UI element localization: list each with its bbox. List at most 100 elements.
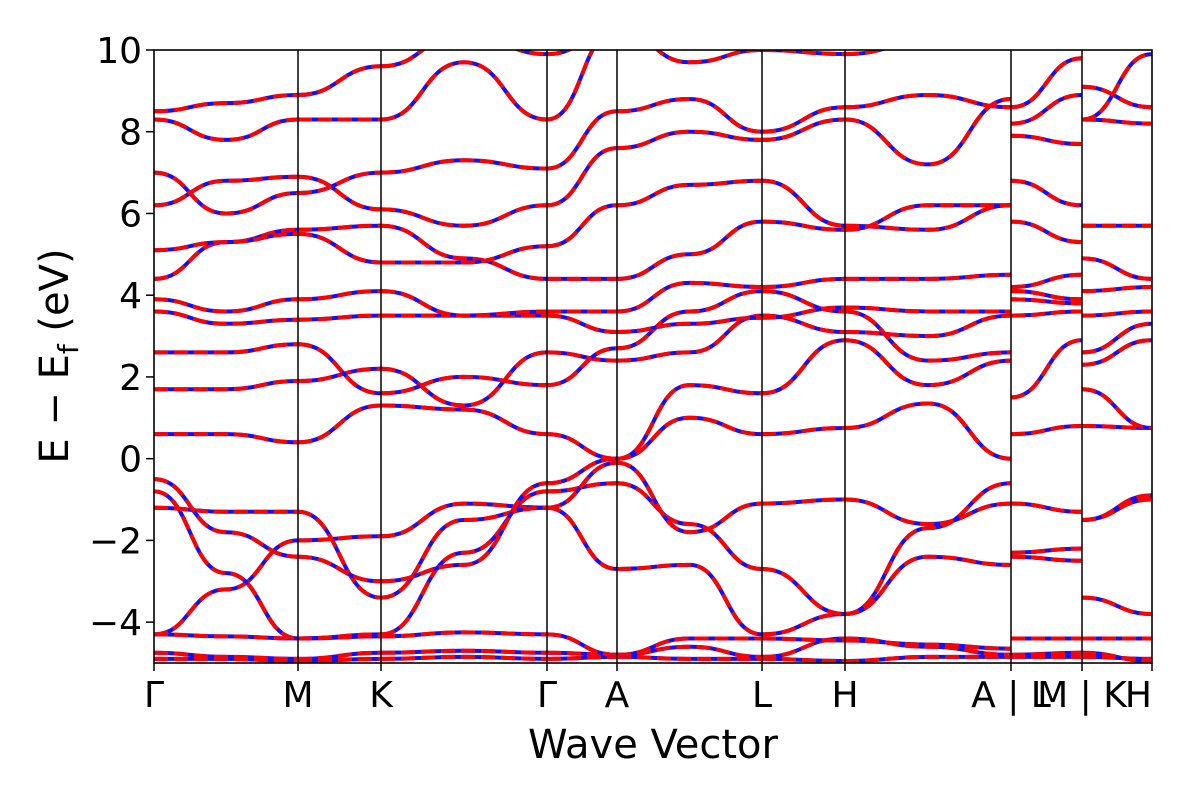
band-line-dashed <box>154 477 299 559</box>
y-tick-label: −2 <box>89 521 142 562</box>
band-line-solid <box>154 477 299 559</box>
x-tick-label: Γ <box>144 675 164 716</box>
band-line-dashed <box>761 567 846 616</box>
band-line-dashed <box>380 60 548 122</box>
band-line-dashed <box>546 460 618 510</box>
band-line-dashed <box>546 654 618 661</box>
band-line-dashed <box>616 562 763 637</box>
high-symmetry-lines-layer <box>297 50 1083 663</box>
band-line-dashed <box>1010 554 1083 563</box>
band-line-dashed <box>761 636 846 643</box>
x-tick-label: A | L <box>971 675 1051 716</box>
band-line-solid <box>1081 321 1152 355</box>
band-line-dashed <box>297 554 382 584</box>
band-line-dashed <box>616 415 763 461</box>
band-line-dashed <box>154 170 299 216</box>
band-line-dashed <box>297 313 382 322</box>
band-line-dashed <box>616 313 763 363</box>
band-line-dashed <box>546 50 573 57</box>
band-line-dashed <box>616 129 763 151</box>
y-tick-label: 10 <box>96 31 142 72</box>
band-line-dashed <box>546 346 618 388</box>
band-line-dashed <box>844 203 1012 232</box>
band-line-dashed <box>761 636 846 659</box>
band-line-dashed <box>616 178 763 208</box>
band-line-solid <box>380 223 548 281</box>
band-line-dashed <box>297 64 382 97</box>
x-tick-label: Γ <box>537 675 557 716</box>
band-line-dashed <box>380 158 548 175</box>
y-tick-label: 8 <box>119 113 142 154</box>
band-line-dashed <box>844 401 1012 461</box>
band-line-dashed <box>616 481 763 571</box>
band-line-dashed <box>297 289 382 302</box>
band-line-dashed <box>1081 256 1152 281</box>
band-line-solid <box>617 30 762 34</box>
band-line-solid <box>1010 93 1083 126</box>
band-line-dashed <box>761 105 846 134</box>
band-line-dashed <box>1081 650 1152 663</box>
band-line-dashed <box>1081 387 1152 430</box>
band-line-dashed <box>1081 285 1152 294</box>
band-line-dashed <box>380 481 548 584</box>
band-line-dashed <box>297 174 382 212</box>
band-line-dashed <box>616 636 762 657</box>
band-line-dashed <box>154 174 299 208</box>
band-line-dashed <box>616 219 763 281</box>
band-line-dashed <box>844 50 887 57</box>
band-line-dashed <box>1010 93 1083 126</box>
band-line-dashed <box>297 534 382 543</box>
band-line-dashed <box>1010 297 1083 306</box>
band-line-dashed <box>297 366 382 383</box>
band-line-dashed <box>616 96 763 134</box>
band-line-dashed <box>1010 289 1083 302</box>
x-tick-label: K <box>369 675 394 716</box>
band-line-dashed <box>380 505 548 600</box>
band-line-dashed <box>616 289 763 351</box>
band-line-dashed <box>617 30 762 34</box>
band-line-dashed <box>844 313 1012 339</box>
y-tick-label: 0 <box>119 440 142 481</box>
band-line-dashed <box>546 313 618 334</box>
band-line-dashed <box>844 309 1012 363</box>
band-line-dashed <box>1010 546 1083 555</box>
band-line-dashed <box>1010 56 1083 110</box>
band-line-dashed <box>1010 501 1083 514</box>
band-line-dashed <box>761 338 846 396</box>
band-line-solid <box>546 432 618 461</box>
band-line-dashed <box>546 481 618 494</box>
band-line-dashed <box>380 223 548 281</box>
band-line-dashed <box>1010 338 1083 400</box>
band-line-dashed <box>616 315 763 334</box>
band-line-dashed <box>154 93 299 114</box>
band-line-dashed <box>1081 309 1152 318</box>
band-line-dashed <box>1081 52 1152 122</box>
band-line-dashed <box>154 231 299 253</box>
band-line-dashed <box>154 632 299 641</box>
band-line-dashed <box>297 342 382 396</box>
band-line-dashed <box>380 203 548 228</box>
band-line-dashed <box>761 305 846 320</box>
band-line-dashed <box>761 178 846 228</box>
band-line-dashed <box>380 403 548 437</box>
band-line-dashed <box>616 460 763 535</box>
x-tick-label: A <box>605 675 630 716</box>
band-line-dashed <box>844 654 1011 663</box>
band-line-dashed <box>761 612 846 637</box>
band-line-dashed <box>1010 133 1083 146</box>
x-tick-label: M <box>282 675 313 716</box>
band-line-dashed <box>297 231 382 265</box>
band-line-dashed <box>844 497 1012 527</box>
x-tick-label: H <box>1125 675 1152 716</box>
band-line-dashed <box>1081 497 1152 522</box>
band-line-dashed <box>546 146 618 208</box>
band-line-dashed <box>1010 650 1083 657</box>
band-line-dashed <box>844 92 1012 110</box>
band-line-dashed <box>380 648 548 655</box>
band-line-solid <box>1010 178 1083 208</box>
band-line-dashed <box>1081 338 1152 367</box>
band-line-dashed <box>546 109 618 171</box>
